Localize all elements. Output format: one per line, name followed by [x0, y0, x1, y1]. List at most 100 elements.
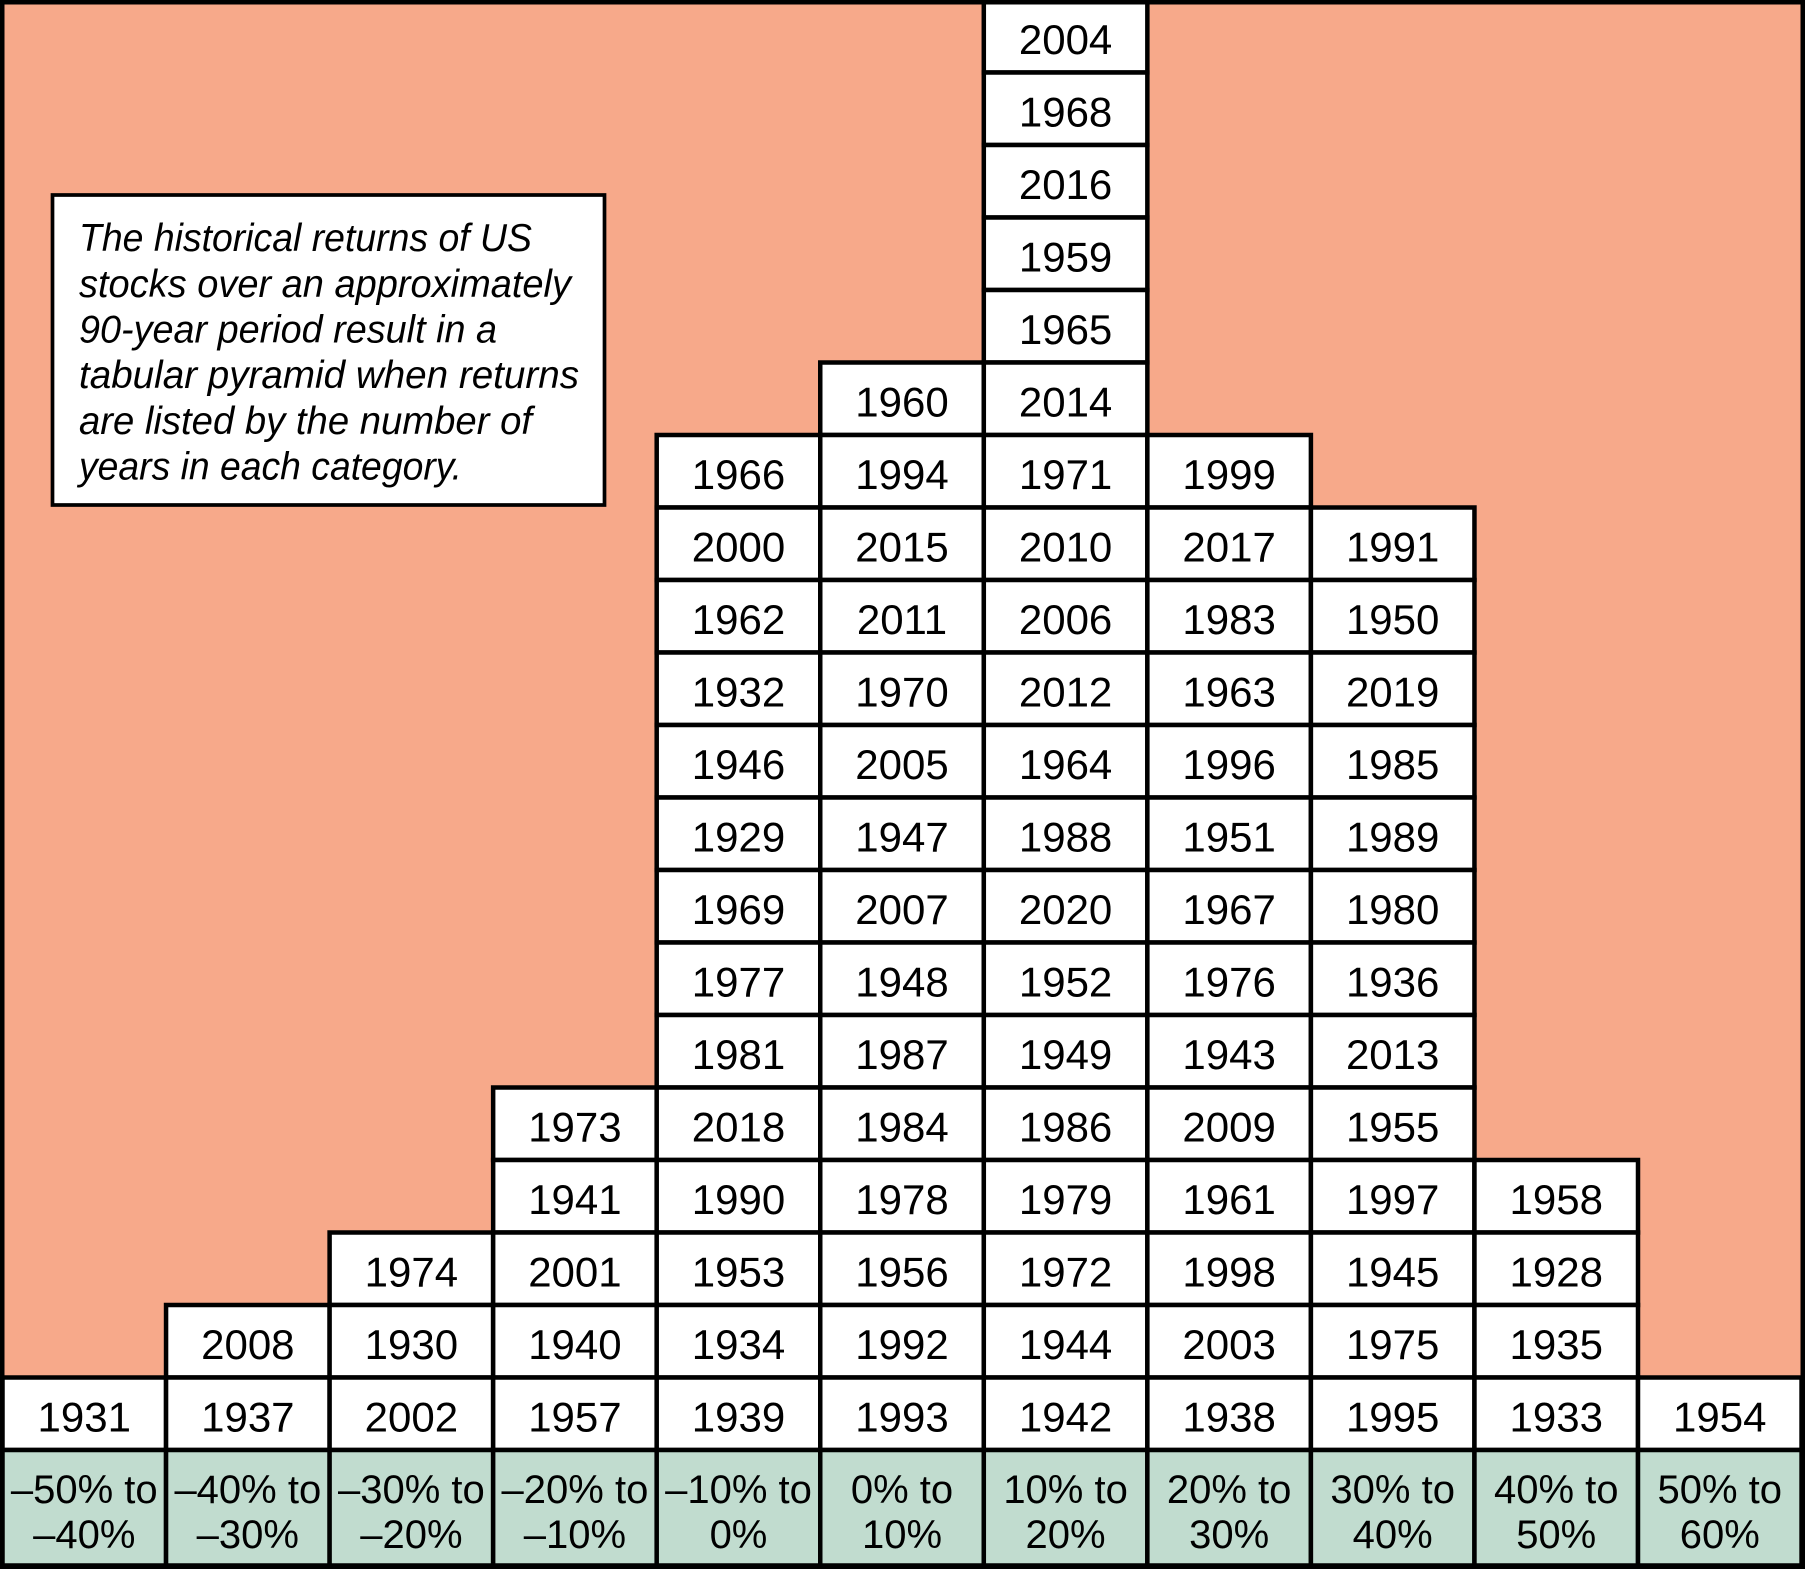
svg-text:1981: 1981 [692, 1031, 785, 1078]
svg-text:1944: 1944 [1019, 1321, 1112, 1368]
svg-text:1990: 1990 [692, 1176, 785, 1223]
svg-text:1991: 1991 [1346, 523, 1439, 570]
svg-text:1955: 1955 [1346, 1103, 1439, 1150]
svg-text:2010: 2010 [1019, 523, 1112, 570]
svg-text:1980: 1980 [1346, 886, 1439, 933]
svg-text:1986: 1986 [1019, 1103, 1112, 1150]
svg-text:30% to: 30% to [1330, 1468, 1455, 1512]
svg-text:40%: 40% [1353, 1513, 1433, 1557]
svg-text:1957: 1957 [528, 1393, 621, 1440]
svg-text:1938: 1938 [1182, 1393, 1275, 1440]
svg-text:1961: 1961 [1182, 1176, 1275, 1223]
svg-text:1998: 1998 [1182, 1248, 1275, 1295]
svg-text:1996: 1996 [1182, 741, 1275, 788]
svg-text:1985: 1985 [1346, 741, 1439, 788]
svg-text:1954: 1954 [1673, 1393, 1766, 1440]
svg-text:1941: 1941 [528, 1176, 621, 1223]
svg-text:2011: 2011 [857, 596, 947, 643]
svg-text:1969: 1969 [692, 886, 785, 933]
svg-text:1995: 1995 [1346, 1393, 1439, 1440]
svg-text:1974: 1974 [365, 1248, 458, 1295]
svg-text:1959: 1959 [1019, 233, 1112, 280]
svg-text:1945: 1945 [1346, 1248, 1439, 1295]
svg-text:20%: 20% [1026, 1513, 1106, 1557]
svg-text:1940: 1940 [528, 1321, 621, 1368]
svg-text:1942: 1942 [1019, 1393, 1112, 1440]
svg-text:–20% to: –20% to [502, 1468, 649, 1512]
svg-text:1989: 1989 [1346, 813, 1439, 860]
svg-text:1956: 1956 [855, 1248, 948, 1295]
svg-text:50% to: 50% to [1658, 1468, 1783, 1512]
svg-text:50%: 50% [1516, 1513, 1596, 1557]
svg-text:1929: 1929 [692, 813, 785, 860]
svg-text:1970: 1970 [855, 668, 948, 715]
svg-text:1936: 1936 [1346, 958, 1439, 1005]
svg-text:–40% to: –40% to [174, 1468, 321, 1512]
svg-text:–50% to: –50% to [11, 1468, 158, 1512]
svg-text:2013: 2013 [1346, 1031, 1439, 1078]
svg-text:2014: 2014 [1019, 378, 1112, 425]
svg-text:2007: 2007 [855, 886, 948, 933]
svg-text:2008: 2008 [201, 1321, 294, 1368]
svg-text:2018: 2018 [692, 1103, 785, 1150]
svg-text:0%: 0% [710, 1513, 768, 1557]
svg-text:1999: 1999 [1182, 451, 1275, 498]
svg-text:1977: 1977 [692, 958, 785, 1005]
svg-text:2016: 2016 [1019, 161, 1112, 208]
svg-text:1966: 1966 [692, 451, 785, 498]
svg-text:1953: 1953 [692, 1248, 785, 1295]
svg-text:1963: 1963 [1182, 668, 1275, 715]
svg-text:60%: 60% [1680, 1513, 1760, 1557]
svg-text:1964: 1964 [1019, 741, 1112, 788]
svg-text:1939: 1939 [692, 1393, 785, 1440]
svg-text:1931: 1931 [38, 1393, 131, 1440]
svg-text:1952: 1952 [1019, 958, 1112, 1005]
svg-text:tabular pyramid when returns: tabular pyramid when returns [79, 354, 579, 397]
svg-text:1928: 1928 [1510, 1248, 1603, 1295]
svg-text:10% to: 10% to [1003, 1468, 1128, 1512]
svg-text:2001: 2001 [528, 1248, 621, 1295]
svg-text:2005: 2005 [855, 741, 948, 788]
svg-text:1968: 1968 [1019, 88, 1112, 135]
svg-text:1933: 1933 [1510, 1393, 1603, 1440]
svg-text:1973: 1973 [528, 1103, 621, 1150]
svg-text:1962: 1962 [692, 596, 785, 643]
svg-text:1994: 1994 [855, 451, 948, 498]
svg-text:1978: 1978 [855, 1176, 948, 1223]
svg-text:1930: 1930 [365, 1321, 458, 1368]
svg-text:–30% to: –30% to [338, 1468, 485, 1512]
svg-text:–30%: –30% [197, 1513, 299, 1557]
svg-text:1935: 1935 [1510, 1321, 1603, 1368]
svg-text:1932: 1932 [692, 668, 785, 715]
svg-text:20% to: 20% to [1167, 1468, 1292, 1512]
svg-text:1948: 1948 [855, 958, 948, 1005]
svg-text:2000: 2000 [692, 523, 785, 570]
svg-text:1947: 1947 [855, 813, 948, 860]
svg-text:1951: 1951 [1182, 813, 1275, 860]
svg-text:2020: 2020 [1019, 886, 1112, 933]
svg-text:are listed by the number of: are listed by the number of [79, 400, 536, 443]
svg-text:stocks over an approximately: stocks over an approximately [79, 263, 573, 306]
svg-text:1934: 1934 [692, 1321, 785, 1368]
svg-text:1965: 1965 [1019, 306, 1112, 353]
svg-text:2009: 2009 [1182, 1103, 1275, 1150]
svg-text:1987: 1987 [855, 1031, 948, 1078]
svg-text:–20%: –20% [360, 1513, 462, 1557]
svg-text:1988: 1988 [1019, 813, 1112, 860]
svg-text:1950: 1950 [1346, 596, 1439, 643]
svg-text:1937: 1937 [201, 1393, 294, 1440]
svg-text:1943: 1943 [1182, 1031, 1275, 1078]
svg-text:40% to: 40% to [1494, 1468, 1619, 1512]
svg-text:1971: 1971 [1019, 451, 1112, 498]
svg-text:1946: 1946 [692, 741, 785, 788]
svg-text:2006: 2006 [1019, 596, 1112, 643]
svg-text:0% to: 0% to [851, 1468, 953, 1512]
svg-text:–40%: –40% [33, 1513, 135, 1557]
svg-text:10%: 10% [862, 1513, 942, 1557]
svg-text:1960: 1960 [855, 378, 948, 425]
svg-text:1958: 1958 [1510, 1176, 1603, 1223]
svg-text:1972: 1972 [1019, 1248, 1112, 1295]
svg-text:30%: 30% [1189, 1513, 1269, 1557]
svg-text:–10% to: –10% to [665, 1468, 812, 1512]
svg-text:1979: 1979 [1019, 1176, 1112, 1223]
